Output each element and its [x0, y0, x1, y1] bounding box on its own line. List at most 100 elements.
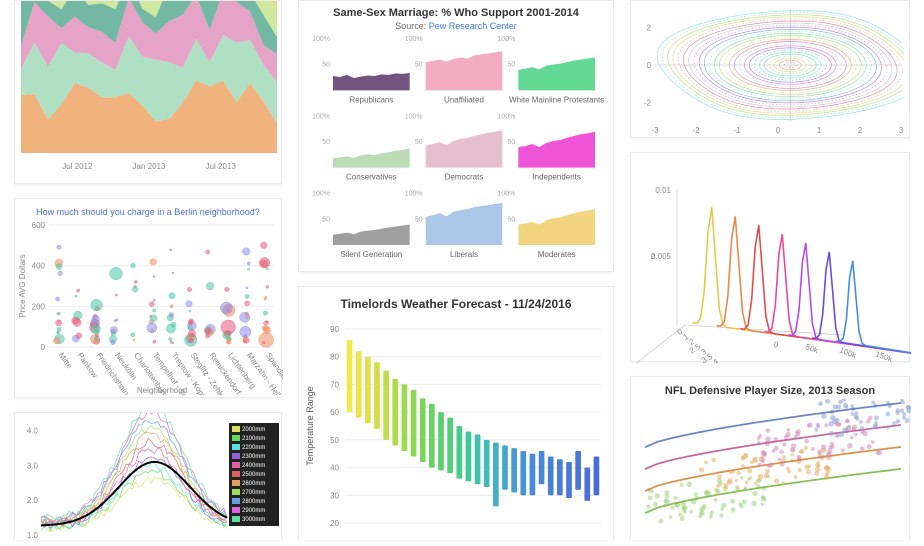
svg-text:Jul 2013: Jul 2013 — [206, 162, 237, 171]
contour-chart: -3 -2 -1 0 1 2 3 -2 0 2 — [631, 1, 911, 139]
contour-card: -3 -2 -1 0 1 2 3 -2 0 2 — [630, 0, 910, 138]
svg-text:20: 20 — [330, 519, 339, 528]
weather-chart: 20 30 40 50 60 70 80 90 Temperature Range — [299, 313, 615, 537]
svg-text:Neighborhood: Neighborhood — [137, 386, 187, 395]
svg-text:400: 400 — [32, 262, 46, 271]
svg-text:4.0: 4.0 — [27, 427, 39, 436]
svg-text:2800mm: 2800mm — [242, 499, 265, 505]
smallmult-subtitle: Source: Pew Research Center — [299, 21, 613, 31]
svg-text:80: 80 — [330, 353, 339, 362]
svg-text:50: 50 — [415, 62, 423, 69]
svg-text:50: 50 — [322, 216, 330, 223]
small-multiples-chart: 50 100% Republicans 50 100% Unaffiliated 50 100… — [299, 31, 615, 271]
svg-text:Moderates: Moderates — [538, 250, 576, 259]
svg-text:Silent Generation: Silent Generation — [340, 250, 402, 259]
berlin-title: How much should you charge in a Berlin n… — [15, 199, 281, 219]
svg-text:100%: 100% — [405, 36, 423, 43]
svg-text:100k: 100k — [838, 345, 858, 360]
svg-text:50k: 50k — [804, 342, 820, 355]
svg-text:60: 60 — [330, 408, 339, 417]
svg-text:2400mm: 2400mm — [242, 463, 265, 469]
smallmult-title: Same-Sex Marriage: % Who Support 2001-20… — [299, 1, 613, 21]
svg-text:-2: -2 — [692, 126, 700, 135]
smallmult-source-link[interactable]: Pew Research Center — [429, 21, 517, 31]
svg-text:50: 50 — [508, 139, 516, 146]
berlin-bubble-card: How much should you charge in a Berlin n… — [14, 198, 282, 398]
svg-text:4: 4 — [712, 357, 721, 363]
svg-text:1: 1 — [817, 126, 822, 135]
svg-text:100%: 100% — [312, 113, 330, 120]
svg-text:Jan 2013: Jan 2013 — [133, 162, 166, 171]
svg-text:2000mm: 2000mm — [242, 427, 265, 433]
svg-text:600: 600 — [32, 221, 46, 230]
svg-text:50: 50 — [330, 436, 339, 445]
svg-text:2900mm: 2900mm — [242, 508, 265, 514]
weather-title: Timelords Weather Forecast - 11/24/2016 — [299, 287, 613, 313]
svg-text:2100mm: 2100mm — [242, 436, 265, 442]
svg-text:0.01: 0.01 — [655, 186, 671, 195]
svg-text:90: 90 — [330, 325, 339, 334]
smallmult-source-prefix: Source: — [395, 21, 429, 31]
svg-text:100%: 100% — [312, 36, 330, 43]
svg-text:3.0: 3.0 — [27, 461, 39, 470]
svg-text:100%: 100% — [405, 191, 423, 198]
svg-text:Independents: Independents — [532, 173, 581, 182]
svg-text:50: 50 — [322, 139, 330, 146]
svg-text:100%: 100% — [497, 36, 515, 43]
svg-text:200: 200 — [32, 302, 46, 311]
svg-text:-2: -2 — [644, 98, 652, 107]
svg-text:40: 40 — [330, 464, 339, 473]
svg-text:2: 2 — [647, 24, 652, 33]
svg-text:50: 50 — [508, 62, 516, 69]
svg-text:z: z — [650, 252, 655, 261]
svg-text:3: 3 — [899, 126, 904, 135]
svg-text:Temperature Range: Temperature Range — [305, 386, 315, 466]
svg-text:70: 70 — [330, 380, 339, 389]
berlin-bubble-chart: 0200400600MittePankowFriedrichshain-Kreu… — [15, 219, 283, 395]
svg-text:1.0: 1.0 — [27, 531, 39, 540]
svg-text:100%: 100% — [405, 113, 423, 120]
svg-text:0: 0 — [647, 61, 652, 70]
svg-text:-3: -3 — [651, 126, 659, 135]
svg-text:150k: 150k — [874, 349, 894, 363]
svg-text:30: 30 — [330, 491, 339, 500]
nfl-chart — [631, 399, 911, 533]
ridge3d-chart: 0.0050.01z050k100k150k0122.533.544.5 — [631, 153, 911, 363]
svg-text:50: 50 — [415, 216, 423, 223]
svg-text:Unaffiliated: Unaffiliated — [444, 95, 484, 104]
svg-text:-1: -1 — [733, 126, 741, 135]
svg-text:50: 50 — [508, 216, 516, 223]
weather-card: Timelords Weather Forecast - 11/24/2016 … — [298, 286, 614, 540]
svg-text:50: 50 — [322, 62, 330, 69]
nfl-title: NFL Defensive Player Size, 2013 Season — [631, 377, 909, 399]
svg-text:100%: 100% — [312, 191, 330, 198]
svg-text:Conservatives: Conservatives — [346, 173, 397, 182]
svg-text:0: 0 — [776, 126, 781, 135]
svg-text:Democrats: Democrats — [445, 173, 484, 182]
stacked-area-chart: Jul 2012 Jan 2013 Jul 2013 — [15, 1, 283, 185]
svg-text:2500mm: 2500mm — [242, 472, 265, 478]
svg-text:Mitte: Mitte — [57, 351, 75, 371]
ridge3d-card: 0.0050.01z050k100k150k0122.533.544.5 — [630, 152, 910, 362]
svg-text:3000mm: 3000mm — [242, 517, 265, 523]
svg-text:2200mm: 2200mm — [242, 445, 265, 451]
small-multiples-card: Same-Sex Marriage: % Who Support 2001-20… — [298, 0, 614, 272]
svg-text:2600mm: 2600mm — [242, 481, 265, 487]
svg-text:2.0: 2.0 — [27, 496, 39, 505]
multiline-card: 1.0 2.0 3.0 4.0 2000mm 2100mm 2200mm 2300mm 2400… — [14, 412, 282, 540]
stacked-area-card: Jul 2012 Jan 2013 Jul 2013 — [14, 0, 282, 184]
svg-text:White Mainline Protestants: White Mainline Protestants — [509, 95, 604, 104]
svg-text:Jul 2012: Jul 2012 — [62, 162, 93, 171]
svg-text:100%: 100% — [497, 191, 515, 198]
svg-text:0: 0 — [772, 340, 780, 350]
svg-text:2700mm: 2700mm — [242, 490, 265, 496]
multiline-chart: 1.0 2.0 3.0 4.0 2000mm 2100mm 2200mm 2300mm 2400… — [15, 413, 283, 541]
svg-text:50: 50 — [415, 139, 423, 146]
svg-text:0: 0 — [41, 343, 46, 352]
svg-text:Republicans: Republicans — [349, 95, 393, 104]
nfl-card: NFL Defensive Player Size, 2013 Season — [630, 376, 910, 540]
svg-text:2: 2 — [858, 126, 863, 135]
svg-text:Liberals: Liberals — [450, 250, 478, 259]
svg-text:100%: 100% — [497, 113, 515, 120]
svg-text:2300mm: 2300mm — [242, 454, 265, 460]
